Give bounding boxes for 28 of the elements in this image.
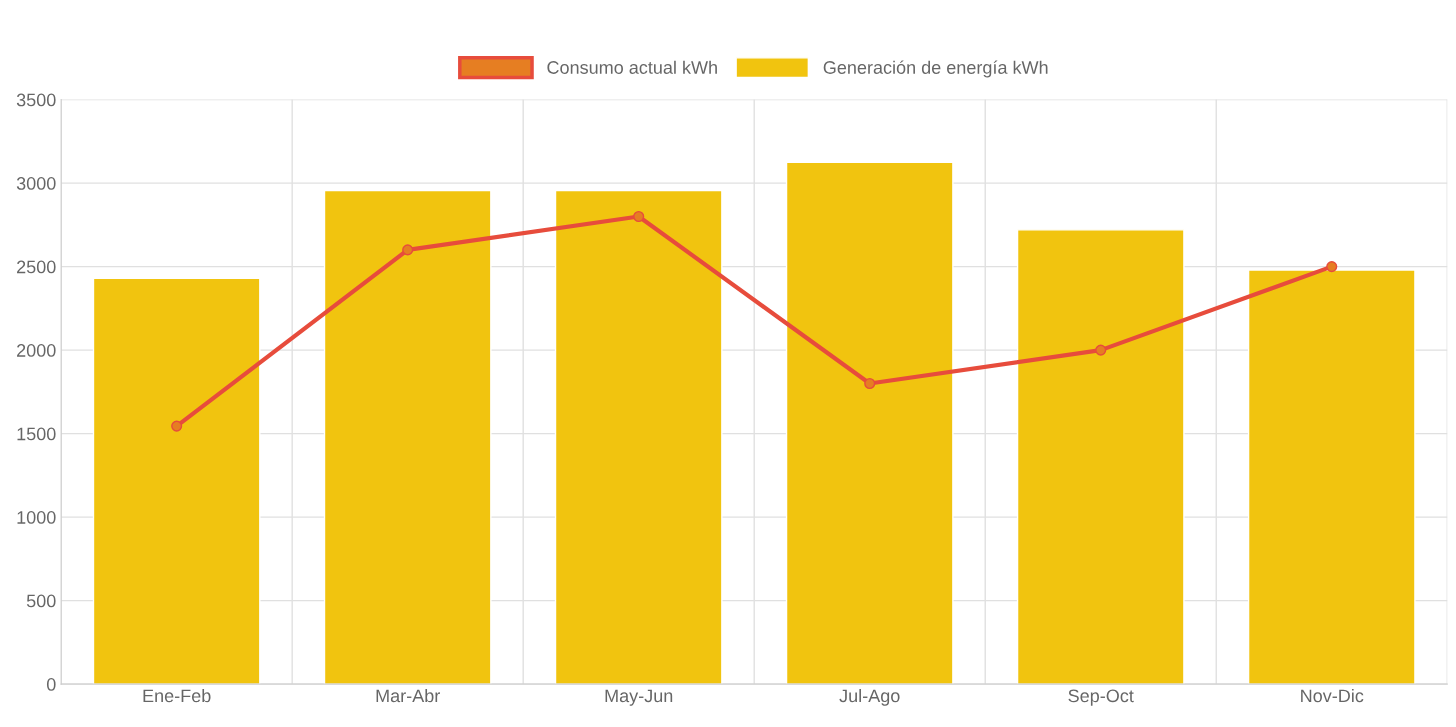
x-tick-label: Sep-Oct: [1068, 689, 1134, 706]
point: [1326, 261, 1338, 273]
x-tick-label: May-Jun: [605, 689, 673, 706]
legend-label: Generación de energía kWh: [823, 60, 1048, 78]
bar: [785, 161, 954, 685]
bar: [1247, 269, 1416, 685]
point: [171, 420, 183, 432]
y-tick-label: 3500: [16, 93, 56, 107]
point: [633, 210, 645, 223]
bar: [323, 189, 492, 685]
x-tick-label: Mar-Abr: [376, 688, 440, 703]
y-tick-label: 3000: [16, 177, 56, 190]
y-tick-label: 2000: [17, 344, 56, 357]
x-tick-label: Jul-Ago: [839, 688, 900, 706]
bar: [92, 277, 261, 685]
point: [402, 244, 414, 256]
x-tick-label: Ene-Feb: [143, 688, 211, 703]
point: [864, 377, 876, 390]
bar: [554, 189, 723, 685]
x-tick-label: Nov-Dic: [1301, 688, 1364, 703]
y-tick-label: 1500: [17, 427, 56, 441]
y-tick-label: 2500: [17, 260, 56, 274]
legend-label: Consumo actual kWh: [547, 60, 717, 74]
y-tick-label: 1000: [17, 511, 56, 524]
point: [1095, 344, 1107, 356]
bar: [1016, 229, 1185, 685]
y-tick-label: 0: [46, 678, 56, 691]
y-tick-label: 500: [26, 594, 56, 608]
